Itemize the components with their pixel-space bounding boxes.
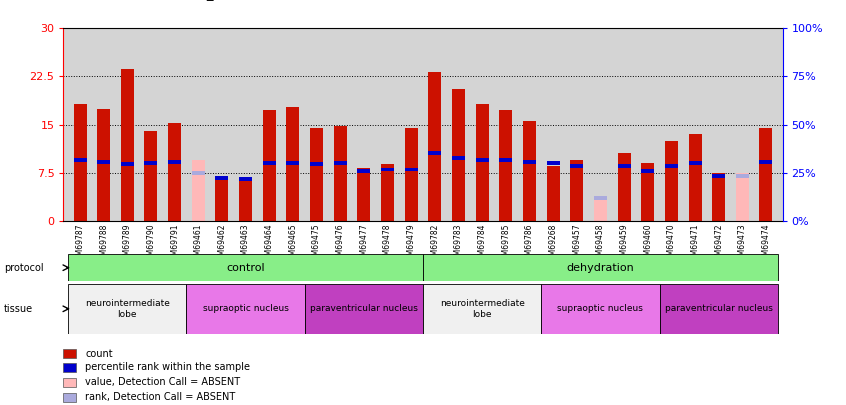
Bar — [665, 164, 678, 168]
Bar — [216, 176, 228, 221]
Bar — [239, 177, 252, 181]
Bar — [192, 171, 205, 175]
Bar — [428, 151, 442, 155]
Bar — [74, 104, 86, 221]
Bar — [192, 160, 205, 221]
Bar — [689, 134, 701, 221]
Bar — [310, 162, 323, 166]
Text: rank, Detection Call = ABSENT: rank, Detection Call = ABSENT — [85, 392, 235, 403]
Bar — [712, 173, 725, 221]
Bar — [145, 131, 157, 221]
Bar — [594, 196, 607, 200]
Bar — [541, 284, 660, 334]
Bar — [186, 284, 305, 334]
Bar — [310, 128, 323, 221]
Bar — [428, 72, 442, 221]
Text: supraoptic nucleus: supraoptic nucleus — [558, 304, 643, 313]
Text: neurointermediate
lobe: neurointermediate lobe — [85, 299, 170, 318]
Bar — [712, 174, 725, 178]
Text: paraventricular nucleus: paraventricular nucleus — [310, 304, 418, 313]
Bar — [665, 141, 678, 221]
Bar — [63, 349, 76, 358]
Text: percentile rank within the sample: percentile rank within the sample — [85, 362, 250, 372]
Text: count: count — [85, 349, 113, 358]
Bar — [499, 111, 513, 221]
Bar — [97, 160, 110, 164]
Bar — [594, 198, 607, 221]
Bar — [69, 254, 423, 281]
Text: control: control — [226, 263, 265, 273]
Bar — [333, 161, 347, 165]
Bar — [475, 104, 489, 221]
Bar — [689, 161, 701, 165]
Bar — [404, 128, 418, 221]
Bar — [618, 164, 630, 168]
Bar — [121, 69, 134, 221]
Text: protocol: protocol — [4, 263, 44, 273]
Bar — [145, 161, 157, 165]
Bar — [618, 153, 630, 221]
Bar — [357, 168, 371, 221]
Bar — [736, 174, 749, 178]
Bar — [239, 179, 252, 221]
Bar — [63, 393, 76, 402]
Bar — [381, 164, 394, 221]
Bar — [423, 284, 541, 334]
Bar — [760, 160, 772, 164]
Bar — [641, 163, 654, 221]
Bar — [333, 126, 347, 221]
Bar — [63, 378, 76, 387]
Bar — [523, 160, 536, 164]
Text: supraoptic nucleus: supraoptic nucleus — [203, 304, 288, 313]
Bar — [97, 109, 110, 221]
Bar — [216, 176, 228, 180]
Bar — [263, 161, 276, 165]
Bar — [475, 158, 489, 162]
Bar — [69, 284, 186, 334]
Text: tissue: tissue — [4, 304, 33, 314]
Bar — [74, 158, 86, 162]
Bar — [357, 169, 371, 173]
Bar — [305, 284, 423, 334]
Bar — [168, 123, 181, 221]
Bar — [547, 161, 559, 165]
Bar — [760, 128, 772, 221]
Bar — [660, 284, 777, 334]
Text: value, Detection Call = ABSENT: value, Detection Call = ABSENT — [85, 377, 240, 388]
Bar — [641, 169, 654, 173]
Text: dehydration: dehydration — [567, 263, 634, 273]
Bar — [423, 254, 777, 281]
Bar — [63, 363, 76, 372]
Bar — [452, 156, 465, 160]
Bar — [404, 168, 418, 171]
Bar — [381, 168, 394, 171]
Bar — [452, 89, 465, 221]
Text: neurointermediate
lobe: neurointermediate lobe — [440, 299, 525, 318]
Bar — [499, 158, 513, 162]
Bar — [570, 160, 583, 221]
Bar — [121, 162, 134, 166]
Bar — [547, 166, 559, 221]
Bar — [736, 173, 749, 221]
Bar — [570, 164, 583, 168]
Text: paraventricular nucleus: paraventricular nucleus — [665, 304, 772, 313]
Bar — [287, 161, 299, 165]
Bar — [523, 122, 536, 221]
Bar — [168, 160, 181, 164]
Bar — [287, 107, 299, 221]
Bar — [263, 111, 276, 221]
